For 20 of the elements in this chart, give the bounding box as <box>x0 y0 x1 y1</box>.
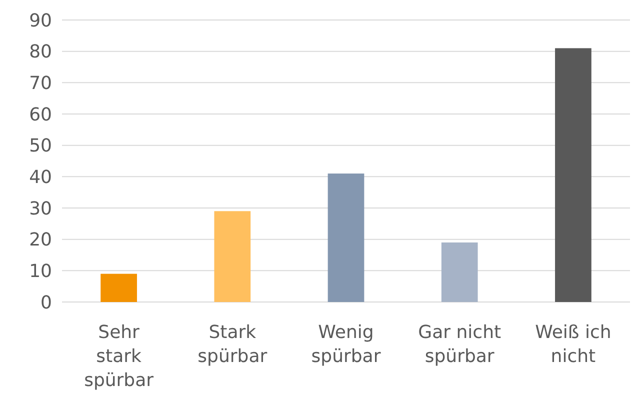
y-tick-label: 30 <box>29 198 52 220</box>
x-tick-label: Wenig spürbar <box>311 322 382 367</box>
bar <box>441 242 478 302</box>
bar <box>555 48 592 302</box>
y-tick-label: 50 <box>29 136 52 157</box>
y-tick-label: 80 <box>29 42 52 63</box>
bar <box>100 274 137 302</box>
x-tick-label: Sehr stark spürbar <box>84 322 154 391</box>
y-tick-label: 90 <box>29 10 52 32</box>
y-tick-label: 70 <box>29 72 52 94</box>
bar <box>328 174 364 302</box>
x-tick-label: Gar nicht spürbar <box>418 322 502 367</box>
x-tick-label: Stark spürbar <box>198 322 268 367</box>
y-tick-label: 0 <box>40 292 52 314</box>
y-tick-label: 20 <box>29 230 52 251</box>
y-tick-label: 10 <box>29 260 52 282</box>
y-tick-label: 60 <box>29 104 52 126</box>
x-tick-label: Weiß ich nicht <box>535 322 612 367</box>
y-tick-label: 40 <box>29 166 52 188</box>
bar <box>214 211 251 302</box>
